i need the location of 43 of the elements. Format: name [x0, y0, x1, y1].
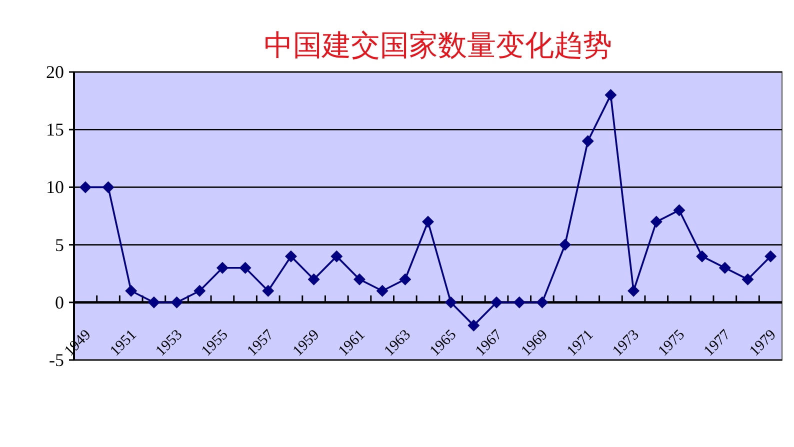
point	[216, 262, 228, 274]
point	[148, 296, 160, 308]
point	[170, 296, 183, 308]
point	[628, 284, 640, 297]
x-tick-label: 1951	[107, 326, 140, 360]
point	[604, 89, 617, 102]
x-tick-label: 1953	[153, 326, 186, 360]
y-tick-label: 15	[46, 120, 64, 140]
point	[490, 296, 503, 308]
chart-title: 中国建交国家数量变化趋势	[264, 30, 612, 62]
point	[422, 216, 434, 228]
x-tick-label: 1969	[518, 326, 552, 360]
point	[718, 262, 731, 274]
point	[194, 284, 206, 297]
point	[376, 284, 388, 297]
point	[353, 273, 366, 286]
point	[284, 250, 297, 262]
point	[239, 262, 252, 274]
y-tick-label: 0	[55, 292, 64, 312]
point	[102, 181, 114, 194]
y-tick-label: 20	[46, 62, 64, 82]
point	[125, 284, 138, 297]
y-tick-label: 10	[46, 177, 64, 198]
point	[444, 296, 457, 308]
x-tick-label: 1971	[564, 326, 597, 360]
point	[79, 181, 92, 194]
point	[513, 296, 526, 308]
point	[582, 135, 594, 148]
point	[742, 273, 754, 286]
point	[330, 250, 343, 262]
point	[696, 250, 708, 262]
x-tick-label: 1961	[336, 326, 368, 360]
point	[536, 296, 548, 308]
point	[262, 284, 274, 297]
y-tick-label: 5	[55, 234, 64, 255]
point	[673, 204, 686, 216]
point	[559, 238, 572, 251]
point	[650, 216, 662, 228]
y-tick-label: -5	[49, 350, 64, 370]
point	[764, 250, 777, 262]
point	[399, 273, 412, 286]
x-tick-label: 1963	[381, 326, 414, 360]
point	[308, 273, 320, 286]
